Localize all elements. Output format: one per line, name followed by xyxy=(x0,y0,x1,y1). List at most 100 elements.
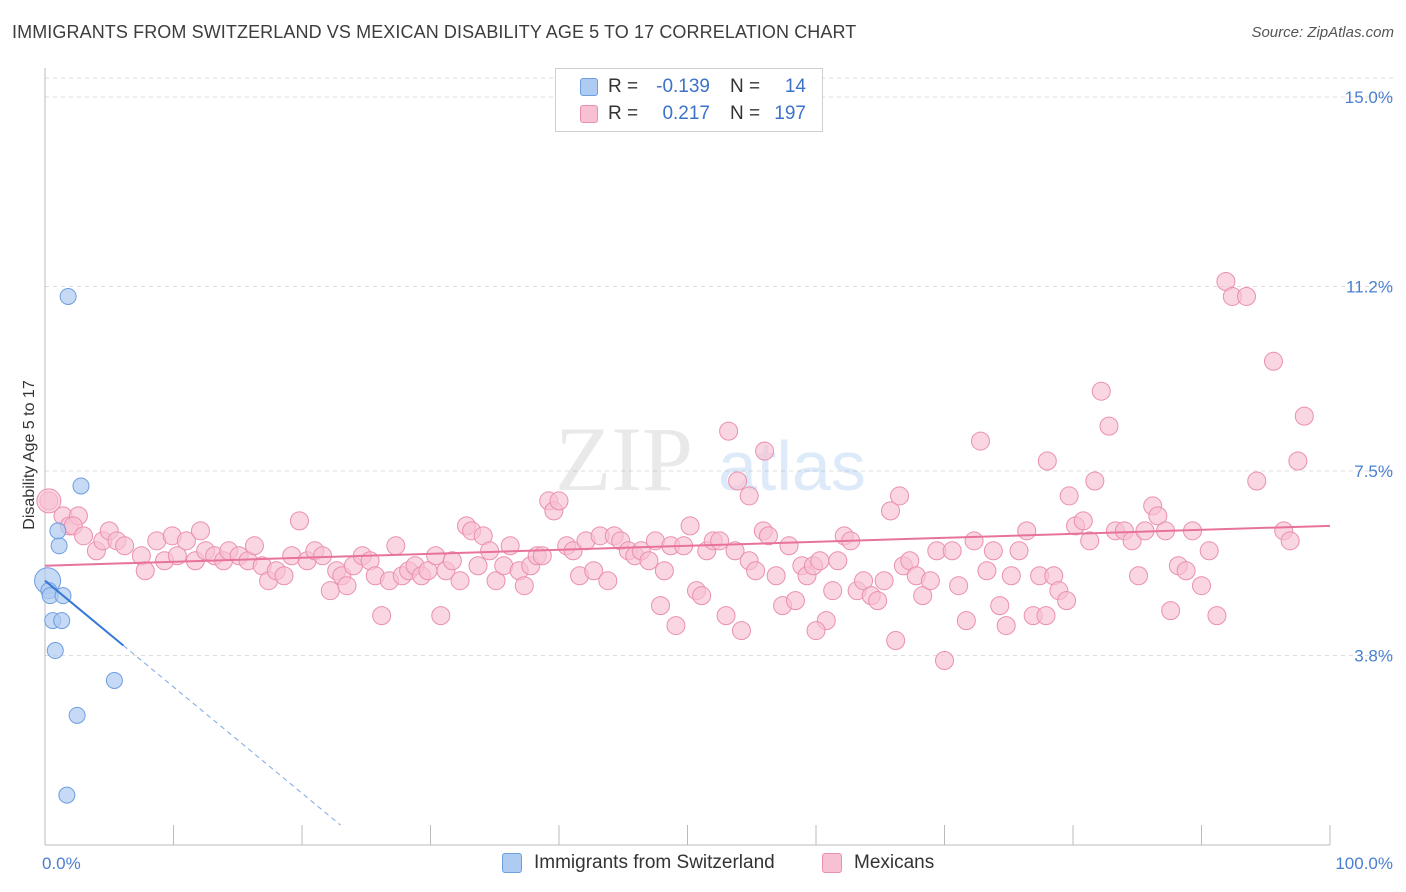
mexicans-point xyxy=(1247,471,1267,491)
series-label-switzerland: Immigrants from Switzerland xyxy=(534,852,775,873)
legend-r-label: R = xyxy=(608,76,639,97)
mexicans-point xyxy=(486,571,506,591)
mexicans-point xyxy=(886,631,906,651)
mexicans-point xyxy=(766,566,786,586)
mexicans-point xyxy=(1288,451,1308,471)
legend-swatch-switzerland xyxy=(580,78,598,96)
mexicans-point xyxy=(1036,606,1056,626)
mexicans-point xyxy=(74,526,94,546)
switzerland-point xyxy=(50,537,68,555)
mexicans-point xyxy=(881,501,901,521)
mexicans-point xyxy=(313,546,333,566)
mexicans-point xyxy=(806,621,826,641)
mexicans-point xyxy=(1192,576,1211,596)
mexicans-point xyxy=(1161,601,1181,621)
mexicans-point xyxy=(1199,541,1219,561)
mexicans-point xyxy=(639,551,659,571)
mexicans-point xyxy=(320,581,340,601)
mexicans-point xyxy=(274,566,294,586)
mexicans-point xyxy=(823,581,843,601)
switzerland-point xyxy=(53,612,71,630)
mexicans-point xyxy=(920,571,940,591)
legend-row-mexicans: R = 0.217 N = 197 xyxy=(580,101,806,127)
mexicans-point xyxy=(854,571,874,591)
mexicans-point xyxy=(372,606,392,626)
mexicans-point xyxy=(426,546,446,566)
y-tick-labels: 3.8% 7.5% 11.2% 15.0% xyxy=(1345,88,1393,666)
series-legend-switzerland[interactable]: Immigrants from Switzerland xyxy=(502,852,775,874)
chart-title: IMMIGRANTS FROM SWITZERLAND VS MEXICAN D… xyxy=(12,22,857,42)
y-axis-title: Disability Age 5 to 17 xyxy=(21,380,38,530)
axes xyxy=(44,68,1331,846)
mexicans-point xyxy=(167,546,187,566)
switzerland-point xyxy=(49,522,67,540)
mexicans-point xyxy=(828,551,848,571)
mexicans-point xyxy=(1099,416,1119,436)
mexicans-point xyxy=(913,586,933,606)
mexicans-point xyxy=(651,596,671,616)
series-label-mexicans: Mexicans xyxy=(854,852,935,873)
series-swatch-mexicans xyxy=(822,853,842,873)
mexicans-point xyxy=(874,571,894,591)
mexicans-point xyxy=(431,606,451,626)
mexicans-point xyxy=(598,571,618,591)
mexicans-point xyxy=(977,561,997,581)
series-swatch-switzerland xyxy=(502,853,522,873)
source-label: Source: ZipAtlas.com xyxy=(1251,24,1394,41)
mexicans-point xyxy=(450,571,470,591)
mexicans-point xyxy=(1073,511,1093,531)
mexicans-point xyxy=(666,616,686,636)
switzerland-point xyxy=(58,786,76,804)
trend-lines xyxy=(44,524,1331,826)
mexicans-point xyxy=(1085,471,1105,491)
mexicans-point xyxy=(135,561,155,581)
switzerland-point xyxy=(105,671,123,689)
mexicans-point xyxy=(563,541,583,561)
mexicans-point xyxy=(731,621,751,641)
switzerland-point xyxy=(59,287,77,305)
mexicans-point xyxy=(956,611,976,631)
mexicans-point xyxy=(1037,451,1057,471)
watermark: ZIP atlas xyxy=(555,408,866,510)
mexicans-point xyxy=(758,526,778,546)
mexicans-point xyxy=(719,421,739,441)
mexicans-point xyxy=(725,541,745,561)
series-legend-mexicans[interactable]: Mexicans xyxy=(822,852,934,874)
mexicans-point xyxy=(289,511,309,531)
mexicans-point xyxy=(1148,506,1168,526)
legend-n-value: 197 xyxy=(774,103,806,124)
y-tick-label: 3.8% xyxy=(1354,647,1393,666)
switzerland-points xyxy=(34,287,123,804)
mexicans-point xyxy=(1294,406,1314,426)
mexicans-point xyxy=(964,531,984,551)
mexicans-point xyxy=(1207,606,1227,626)
legend-r-label: R = xyxy=(608,103,639,124)
series-legend: Immigrants from Switzerland Mexicans xyxy=(0,852,1406,878)
mexicans-point xyxy=(728,471,748,491)
watermark-zip: ZIP xyxy=(555,408,693,510)
mexicans-point xyxy=(739,486,759,506)
mexicans-point xyxy=(468,556,488,576)
mexicans-point xyxy=(1236,286,1256,306)
mexicans-point xyxy=(654,561,674,581)
mexicans-trend-line xyxy=(44,524,1331,567)
mexicans-point xyxy=(549,491,569,511)
mexicans-point xyxy=(1280,531,1300,551)
legend-row-switzerland: R = -0.139 N = 14 xyxy=(580,74,806,100)
mexicans-point xyxy=(716,606,736,626)
mexicans-point xyxy=(1057,591,1077,611)
mexicans-point xyxy=(1091,381,1111,401)
switzerland-point xyxy=(72,477,90,495)
y-tick-label: 7.5% xyxy=(1354,462,1393,481)
y-tick-label: 15.0% xyxy=(1345,88,1393,107)
x-tick-label: 100.0% xyxy=(1335,854,1393,873)
mexicans-point xyxy=(990,596,1010,616)
mexicans-point xyxy=(386,536,406,556)
mexicans-point xyxy=(692,586,712,606)
mexicans-point xyxy=(949,576,969,596)
mexicans-point xyxy=(996,616,1016,636)
mexicans-point xyxy=(514,576,534,596)
mexicans-point xyxy=(983,541,1003,561)
mexicans-point xyxy=(1059,486,1079,506)
mexicans-point xyxy=(1176,561,1196,581)
